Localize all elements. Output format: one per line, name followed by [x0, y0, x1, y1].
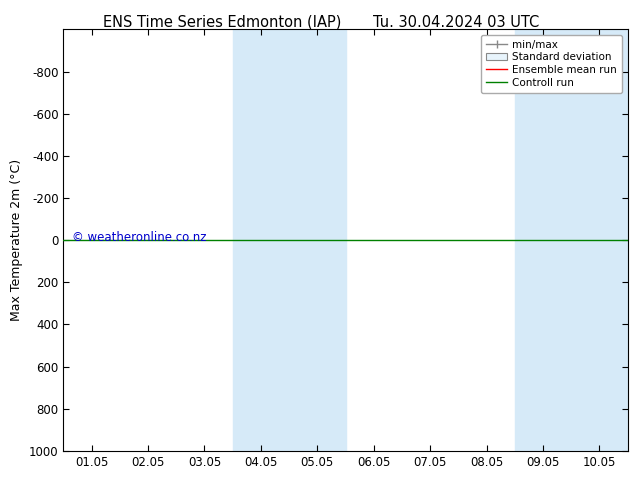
Bar [515, 29, 628, 451]
Text: © weatheronline.co.nz: © weatheronline.co.nz [72, 231, 206, 245]
Text: ENS Time Series Edmonton (IAP): ENS Time Series Edmonton (IAP) [103, 15, 341, 30]
Legend: min/max, Standard deviation, Ensemble mean run, Controll run: min/max, Standard deviation, Ensemble me… [481, 35, 623, 93]
Text: Tu. 30.04.2024 03 UTC: Tu. 30.04.2024 03 UTC [373, 15, 540, 30]
Y-axis label: Max Temperature 2m (°C): Max Temperature 2m (°C) [10, 159, 23, 321]
Bar [233, 29, 346, 451]
